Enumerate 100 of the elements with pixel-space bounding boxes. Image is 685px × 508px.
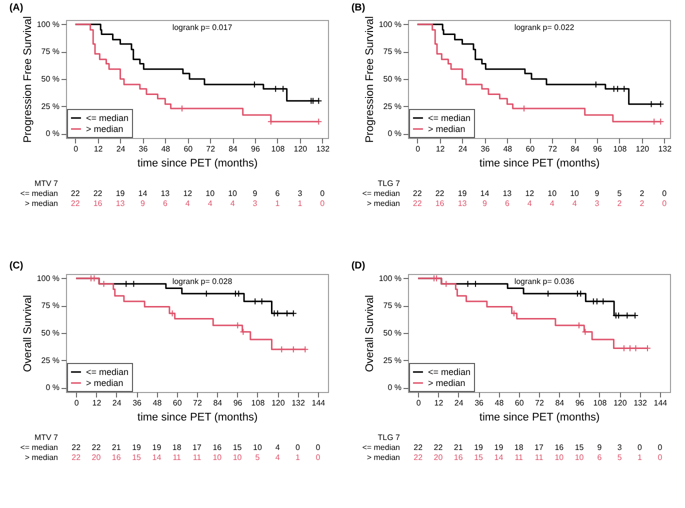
text: 22 22 21 19 19 18 17 16 15 9 3 0 0: [414, 443, 662, 452]
x-tick-label: 60: [526, 144, 536, 154]
x-tick-label: 84: [213, 398, 223, 408]
x-tick-label: 24: [112, 398, 122, 408]
y-tick-label: 25 %: [41, 102, 60, 111]
x-tick-label: 132: [292, 398, 306, 408]
legend-label: <= median: [428, 113, 471, 123]
annotation: logrank p= 0.028: [172, 277, 233, 286]
x-tick-label: 132: [316, 144, 330, 154]
legend-label: <= median: [86, 113, 129, 123]
annotation: logrank p= 0.036: [514, 277, 575, 286]
y-axis-title: Progression Free Survival: [364, 16, 376, 143]
y-tick-label: 100 %: [36, 274, 60, 283]
y-tick-label: 75 %: [383, 47, 402, 56]
y-tick-label: 0 %: [388, 383, 402, 392]
x-tick-label: 0: [74, 144, 79, 154]
x-tick-label: 24: [454, 398, 464, 408]
legend-label: <= median: [428, 367, 471, 377]
text: TLG 7: [378, 179, 401, 188]
y-axis-title: Overall Survival: [364, 294, 376, 372]
x-tick-label: 0: [416, 398, 422, 408]
text: > median: [24, 453, 58, 462]
legend-label: > median: [86, 378, 124, 388]
x-tick-label: 12: [92, 398, 102, 408]
x-tick-label: 108: [593, 398, 608, 408]
text: 22 22 19 14 13 12 10 10 9 6 3 0: [70, 189, 325, 198]
legend-label: <= median: [86, 367, 129, 377]
legend-label: > median: [86, 124, 124, 134]
x-tick-label: 120: [613, 398, 628, 408]
legend-label: > median: [428, 124, 466, 134]
y-tick-label: 100 %: [378, 20, 402, 29]
x-tick-label: 48: [161, 144, 171, 154]
y-tick-label: 25 %: [41, 356, 60, 365]
x-axis-title: time since PET (months): [137, 412, 258, 424]
y-tick-label: 0 %: [388, 129, 402, 138]
x-tick-label: 72: [548, 144, 558, 154]
chart-title: (D): [351, 260, 366, 272]
legend-label: > median: [428, 378, 466, 388]
x-tick-label: 120: [636, 144, 650, 154]
y-tick-label: 25 %: [383, 102, 402, 111]
x-tick-label: 96: [593, 144, 603, 154]
x-axis-title: time since PET (months): [479, 158, 600, 170]
x-tick-label: 12: [434, 398, 444, 408]
annotation: logrank p= 0.017: [172, 23, 233, 32]
x-tick-label: 144: [654, 398, 668, 408]
x-tick-label: 72: [535, 398, 544, 408]
x-tick-label: 132: [634, 398, 648, 408]
y-axis-title: Progression Free Survival: [22, 16, 34, 143]
y-tick-label: 0 %: [46, 129, 60, 138]
text: MTV 7: [34, 179, 59, 188]
y-tick-label: 50 %: [41, 74, 60, 84]
x-tick-label: 48: [503, 144, 513, 154]
y-tick-label: 75 %: [383, 301, 402, 310]
x-tick-label: 120: [271, 398, 286, 408]
y-tick-label: 25 %: [383, 356, 402, 365]
x-tick-label: 84: [555, 398, 565, 408]
x-axis-title: time since PET (months): [137, 158, 258, 170]
x-tick-label: 72: [193, 398, 202, 408]
x-tick-label: 108: [613, 144, 628, 154]
text: 22 22 21 19 19 18 17 16 15 10 4 0 0: [72, 443, 320, 452]
text: <= median: [362, 443, 400, 452]
x-tick-label: 144: [312, 398, 326, 408]
x-tick-label: 60: [514, 398, 524, 408]
x-tick-label: 60: [172, 398, 182, 408]
y-axis-title: Overall Survival: [22, 294, 34, 372]
x-tick-label: 24: [458, 144, 468, 154]
x-tick-label: 48: [494, 398, 504, 408]
y-tick-label: 75 %: [41, 47, 60, 56]
x-tick-label: 84: [228, 144, 238, 154]
x-tick-label: 36: [132, 398, 142, 408]
y-tick-label: 0 %: [46, 383, 60, 392]
x-tick-label: 36: [474, 398, 484, 408]
x-tick-label: 84: [570, 144, 580, 154]
x-tick-label: 96: [233, 398, 243, 408]
y-tick-label: 100 %: [36, 20, 60, 29]
x-tick-label: 96: [251, 144, 261, 154]
text: 22 20 16 15 14 11 11 10 10 6 5 1 0: [414, 453, 662, 462]
chart-title: (A): [9, 2, 24, 14]
x-axis-title: time since PET (months): [479, 412, 600, 424]
text: <= median: [362, 189, 400, 198]
y-tick-label: 100 %: [378, 274, 402, 283]
text: 22 20 16 15 14 11 11 10 10 5 4 1 0: [72, 453, 320, 462]
y-tick-label: 50 %: [383, 74, 402, 84]
x-tick-label: 24: [116, 144, 126, 154]
x-tick-label: 120: [294, 144, 308, 154]
x-tick-label: 96: [575, 398, 585, 408]
x-tick-label: 36: [138, 144, 148, 154]
text: 22 16 13 9 6 4 4 4 3 2 2 0: [412, 199, 667, 208]
chart-title: (C): [9, 260, 24, 272]
y-tick-label: 50 %: [41, 328, 60, 338]
y-tick-label: 75 %: [41, 301, 60, 310]
text: 22 22 19 14 13 12 10 10 9 5 2 0: [412, 189, 667, 198]
text: <= median: [20, 189, 58, 198]
x-tick-label: 0: [74, 398, 80, 408]
text: 22 16 13 9 6 4 4 4 3 1 1 0: [70, 199, 325, 208]
text: <= median: [20, 443, 58, 452]
y-tick-label: 50 %: [383, 328, 402, 338]
chart-title: (B): [351, 2, 366, 14]
x-tick-label: 108: [271, 144, 286, 154]
text: TLG 7: [378, 433, 401, 442]
